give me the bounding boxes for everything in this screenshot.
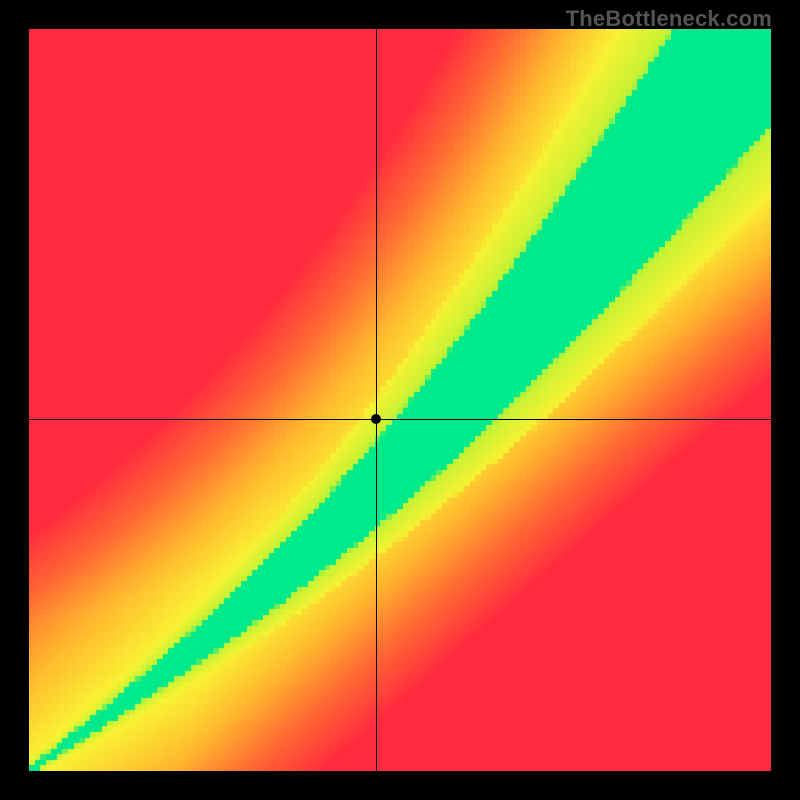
crosshair-vertical <box>376 29 377 771</box>
crosshair-horizontal <box>29 419 771 420</box>
plot-area <box>29 29 771 771</box>
heatmap-canvas <box>29 29 771 771</box>
watermark-text: TheBottleneck.com <box>566 6 772 32</box>
marker-dot <box>371 414 381 424</box>
